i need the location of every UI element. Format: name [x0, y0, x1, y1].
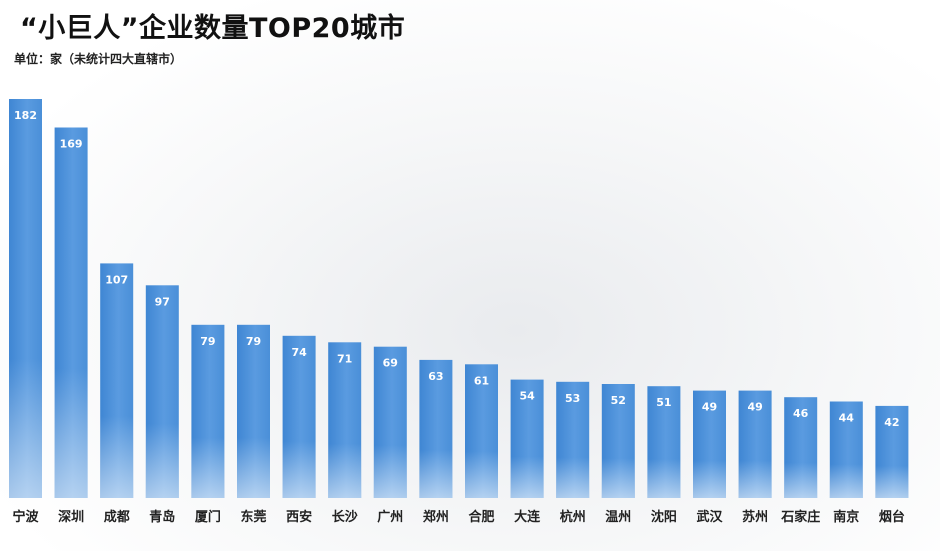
value-label: 52	[611, 394, 626, 407]
value-label: 46	[793, 407, 809, 420]
bar-shade	[191, 437, 225, 498]
value-label: 49	[702, 401, 717, 414]
category-label: 苏州	[742, 509, 768, 525]
bar-shade	[237, 437, 270, 498]
bar-shade	[100, 415, 134, 498]
category-label: 合肥	[468, 509, 494, 525]
bar-shade	[556, 457, 590, 498]
value-label: 53	[565, 392, 580, 405]
value-label: 69	[383, 357, 398, 370]
bar-shade	[829, 464, 863, 498]
value-label: 51	[656, 396, 671, 409]
bar-shade	[465, 451, 498, 498]
value-label: 71	[337, 352, 352, 365]
bar-shade	[54, 368, 88, 498]
bar-shade	[328, 443, 362, 498]
category-label: 宁波	[12, 509, 39, 525]
value-label: 54	[519, 390, 535, 403]
value-label: 79	[200, 335, 215, 348]
category-label: 成都	[104, 509, 130, 525]
category-label: 南京	[833, 509, 859, 525]
chart-subtitle: 单位：家（未统计四大直辖市）	[14, 52, 183, 66]
category-label: 青岛	[149, 509, 175, 525]
category-label: 大连	[514, 509, 541, 525]
category-label: 深圳	[58, 509, 84, 525]
category-label: 东莞	[240, 509, 266, 525]
value-label: 74	[291, 346, 307, 359]
category-label: 长沙	[332, 509, 358, 525]
category-label: 西安	[286, 509, 312, 525]
bar-shade	[738, 460, 772, 498]
bar-shade	[373, 445, 407, 498]
category-label: 广州	[377, 509, 403, 525]
category-label: 武汉	[696, 509, 723, 525]
category-label: 厦门	[195, 509, 221, 525]
bar-shade	[647, 458, 681, 498]
value-label: 182	[14, 109, 37, 122]
bar-shade	[9, 358, 42, 498]
value-label: 63	[428, 370, 443, 383]
value-label: 44	[839, 412, 855, 425]
category-label: 温州	[605, 510, 631, 525]
value-label: 79	[246, 335, 261, 348]
bar-shade	[601, 458, 635, 498]
value-label: 97	[155, 295, 170, 308]
category-label: 石家庄	[780, 509, 820, 525]
category-label: 沈阳	[651, 509, 677, 525]
bar-shade	[693, 460, 726, 498]
value-label: 42	[884, 416, 899, 429]
category-label: 郑州	[423, 509, 449, 525]
chart-title: “小巨人”企业数量TOP20城市	[20, 13, 406, 44]
bar-shade	[282, 441, 316, 498]
bar-shade	[784, 462, 818, 498]
value-label: 169	[60, 138, 83, 151]
value-label: 49	[747, 401, 762, 414]
bar-shade	[145, 423, 179, 498]
category-label: 烟台	[879, 509, 905, 525]
value-label: 61	[474, 374, 489, 387]
bar-shade	[875, 465, 909, 498]
bar-shade	[419, 449, 453, 498]
value-label: 107	[105, 273, 128, 286]
bar-shade	[510, 456, 544, 498]
category-label: 杭州	[560, 509, 586, 525]
